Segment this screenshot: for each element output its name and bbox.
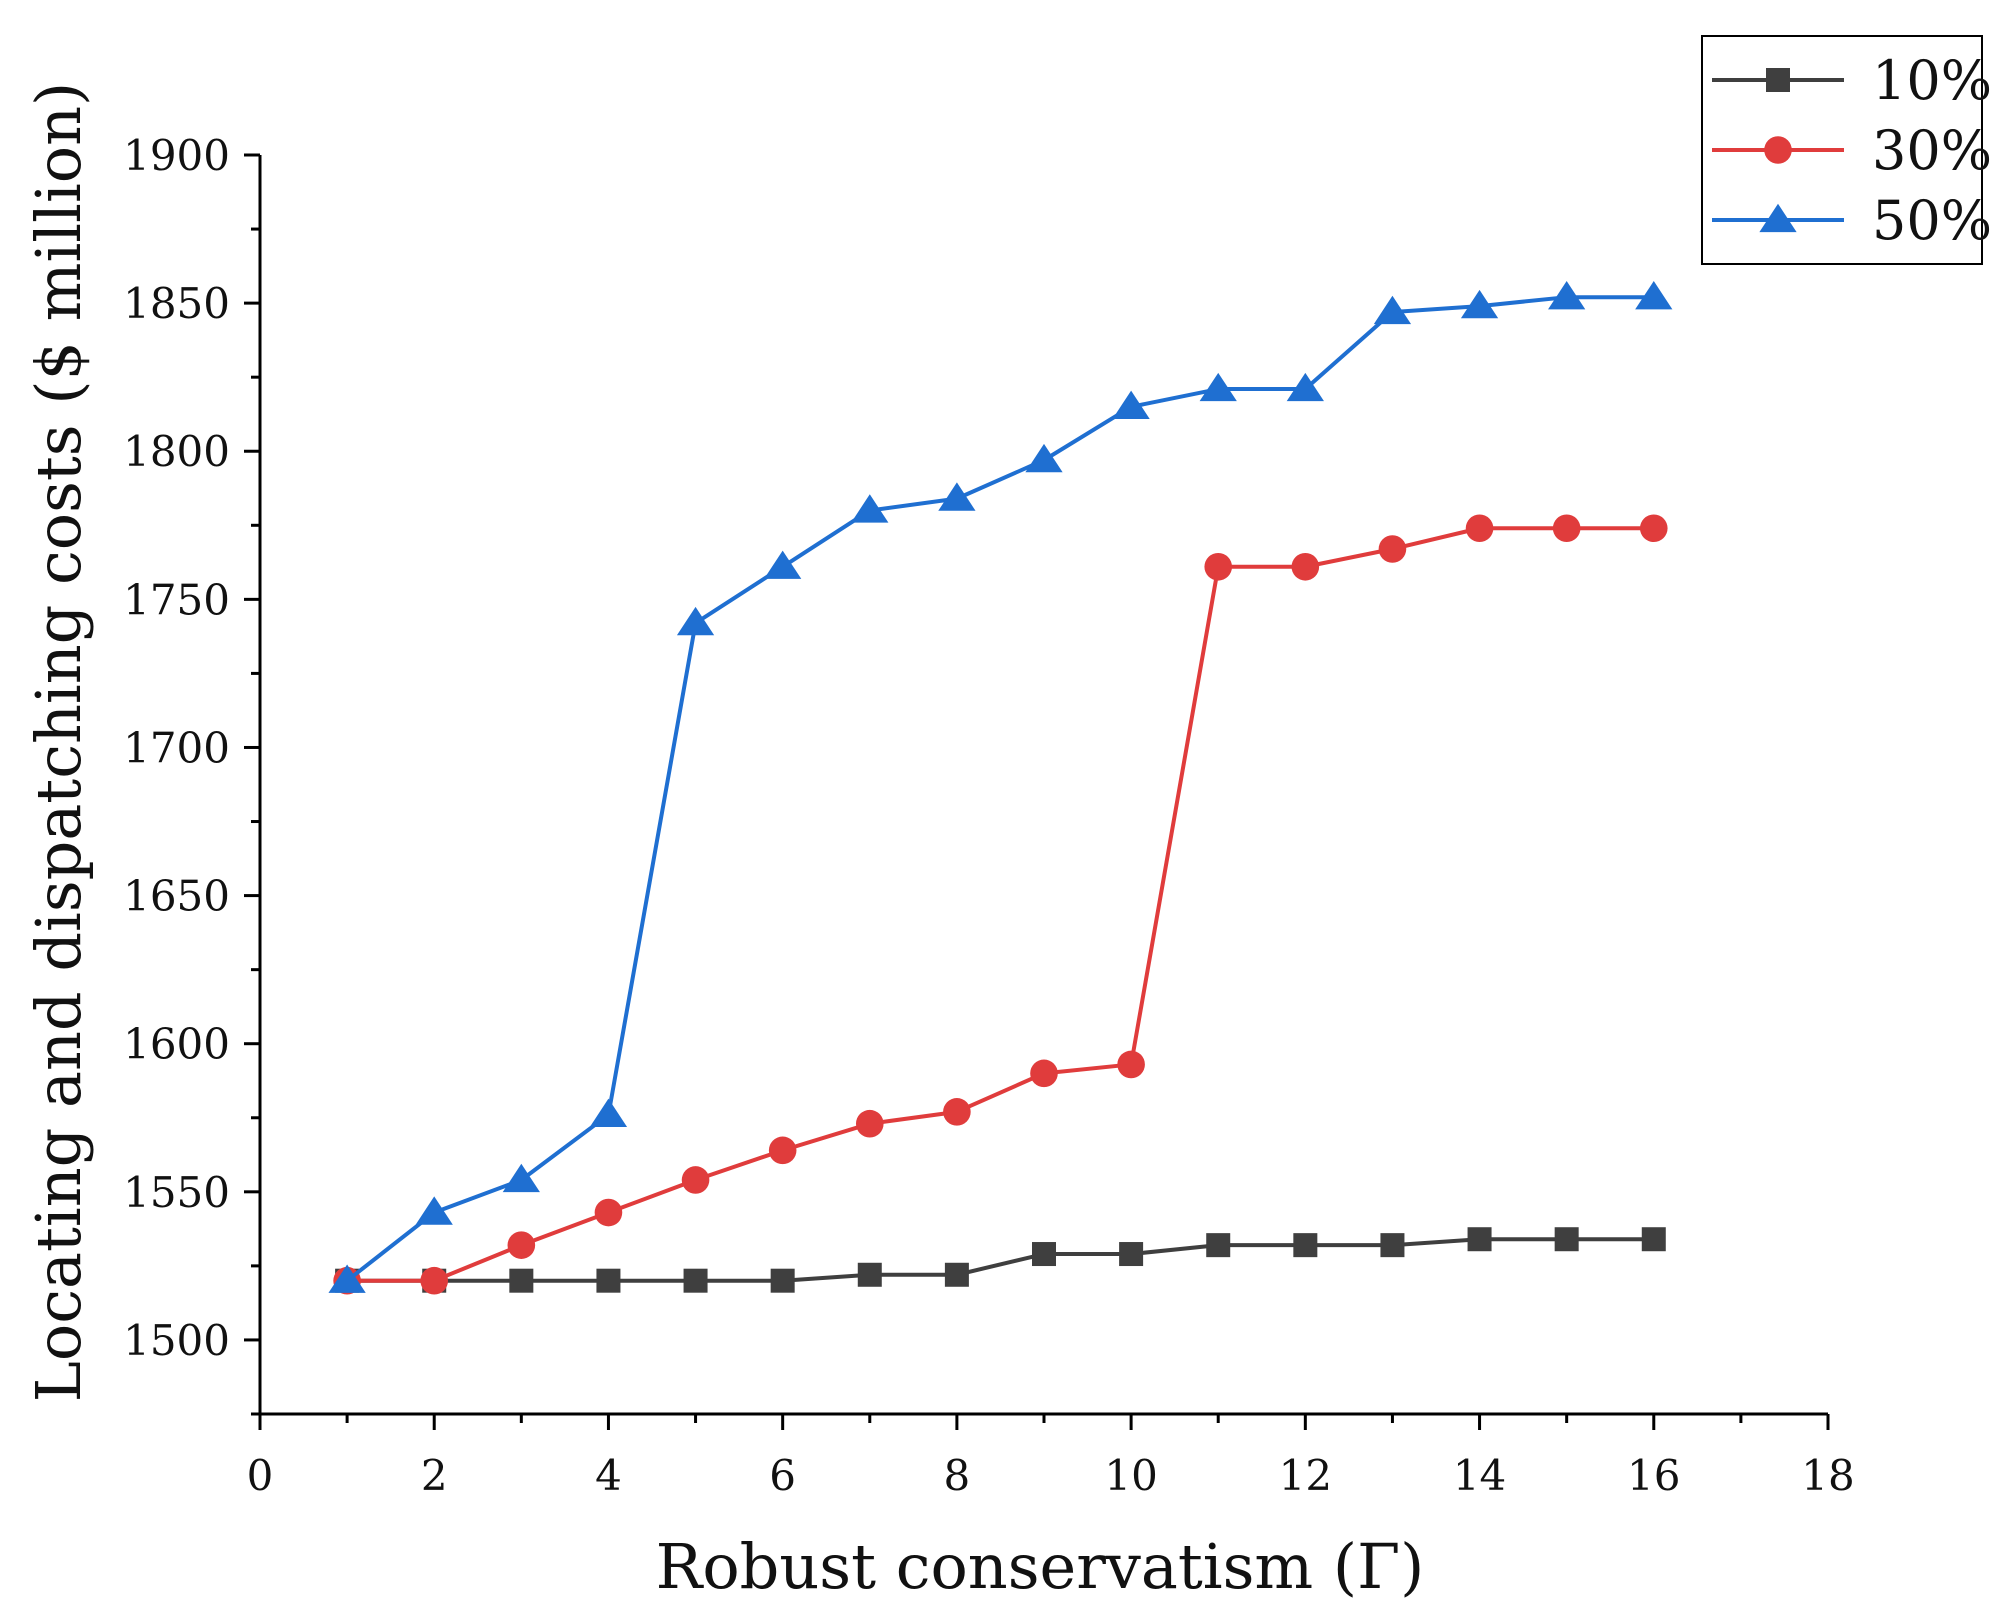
data-point-50pct [1199,372,1237,402]
data-point-30pct [1204,552,1233,581]
data-point-50pct [502,1163,540,1193]
legend-marker [1766,68,1790,92]
data-point-50pct [938,482,976,511]
data-point-10pct [857,1262,882,1287]
legend-item-10pct: 10% [1712,49,1992,112]
data-point-50pct [415,1196,453,1225]
data-point-50pct [1460,289,1499,319]
y-tick-label: 1500 [123,1316,230,1365]
series-50pct [328,280,1673,1293]
data-point-30pct [594,1198,623,1227]
series-line-50pct [345,295,1654,1283]
y-tick-label: 1650 [123,872,230,921]
x-tick-label: 12 [1279,1451,1332,1500]
x-tick-label: 0 [247,1451,274,1500]
data-point-50pct [328,1264,366,1293]
data-point-10pct [596,1268,621,1293]
data-point-50pct [851,494,889,523]
data-point-30pct [855,1109,884,1138]
series-line-30pct [347,526,1654,1283]
data-point-30pct [681,1166,710,1194]
legend-marker [1759,203,1797,233]
data-point-30pct [943,1098,971,1126]
legend-item-50pct: 50% [1712,189,1992,252]
y-axis-title: Locating and dispatching costs ($ millio… [22,82,95,1402]
data-point-30pct [1117,1050,1145,1079]
series-layer [328,280,1673,1295]
series-10pct [335,1227,1666,1293]
data-point-30pct [768,1136,797,1165]
data-point-50pct [1286,372,1324,402]
y-tick-label: 1600 [123,1020,230,1069]
y-tick-label: 1800 [123,427,230,476]
x-tick-label: 16 [1627,1451,1680,1500]
x-tick-label: 8 [944,1451,971,1500]
data-point-10pct [770,1268,795,1293]
data-point-30pct [1552,514,1581,543]
data-point-10pct [1206,1233,1231,1258]
y-tick-label: 1550 [123,1168,230,1217]
x-tick-label: 6 [769,1451,796,1500]
data-point-30pct [1030,1059,1058,1088]
data-point-30pct [1639,514,1668,543]
data-point-50pct [676,606,715,636]
data-point-30pct [507,1231,536,1259]
data-point-30pct [420,1266,449,1295]
legend-label: 30% [1872,119,1992,182]
data-point-10pct [1293,1233,1318,1258]
data-point-50pct [1373,295,1412,325]
data-point-50pct [1548,280,1586,310]
data-point-50pct [1025,443,1063,473]
data-point-10pct [1467,1227,1492,1252]
series-30pct [333,514,1668,1295]
x-tick-label: 2 [421,1451,448,1500]
data-point-10pct [944,1262,969,1287]
axes: 0 2 4 6 8 10 12 14 16 18 1500 1550 1600 1650 1700 1750 1… [123,131,1855,1500]
data-point-30pct [1378,535,1407,563]
x-tick-label: 14 [1453,1451,1506,1500]
y-tick-label: 1900 [123,131,230,180]
x-tick-label: 4 [595,1451,622,1500]
data-point-50pct [1112,390,1150,419]
x-tick-label: 10 [1104,1451,1157,1500]
legend-label: 10% [1872,49,1992,112]
series-line-10pct [347,1237,1654,1283]
data-point-10pct [1119,1242,1144,1267]
legend-marker [1764,136,1792,164]
legend-item-30pct: 30% [1712,119,1992,182]
data-point-30pct [1465,514,1494,543]
data-point-50pct [589,1098,628,1127]
y-tick-label: 1700 [123,723,230,772]
x-tick-label: 18 [1801,1451,1854,1500]
x-axis-title: Robust conservatism (Γ) [656,1530,1425,1603]
data-point-10pct [1641,1227,1666,1252]
legend: 10% 30% 50% [1701,35,1992,265]
data-point-10pct [683,1268,708,1293]
legend-label: 50% [1872,189,1992,252]
data-point-10pct [1032,1242,1056,1267]
data-point-10pct [1380,1233,1405,1258]
data-point-50pct [764,550,802,579]
data-point-50pct [1635,280,1673,310]
data-point-30pct [1291,552,1320,581]
y-tick-label: 1850 [123,279,230,328]
data-point-10pct [509,1268,534,1293]
y-tick-label: 1750 [123,575,230,624]
data-point-10pct [1554,1227,1579,1252]
